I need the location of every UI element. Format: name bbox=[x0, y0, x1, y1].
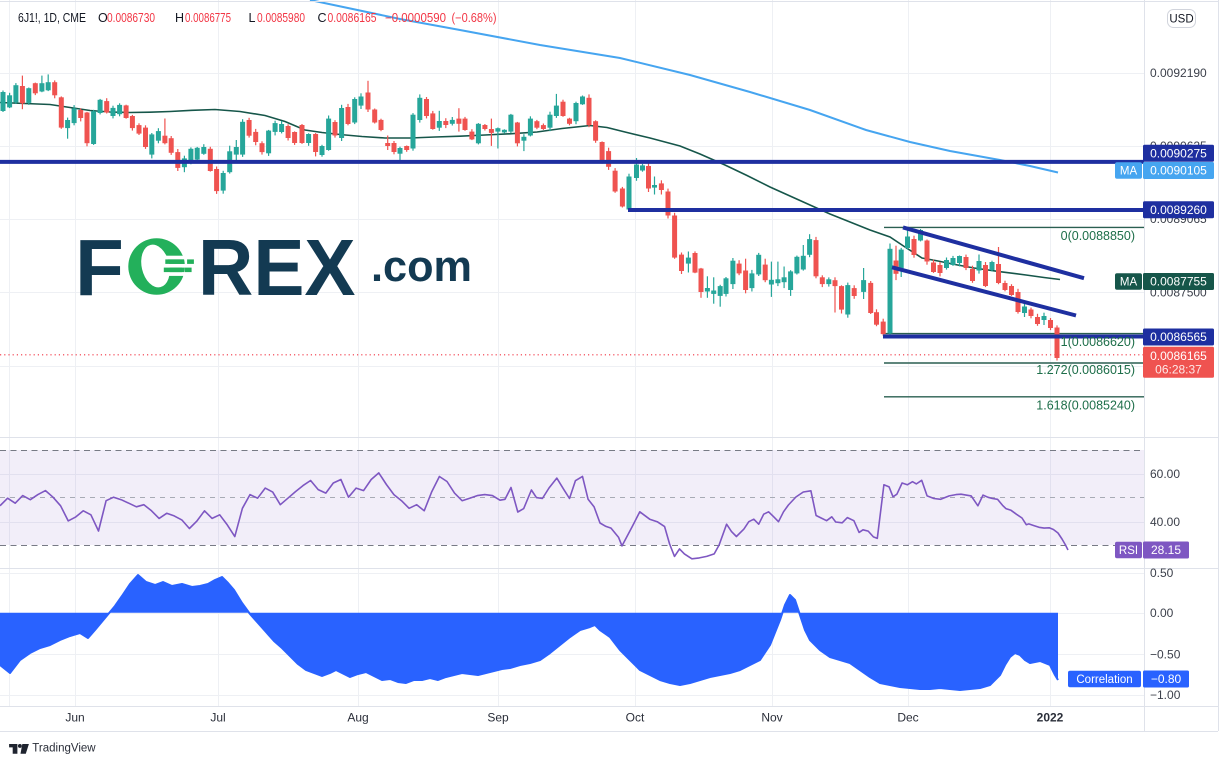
svg-text:0.50: 0.50 bbox=[1150, 566, 1174, 580]
svg-text:Nov: Nov bbox=[761, 711, 782, 725]
svg-text:Aug: Aug bbox=[347, 711, 368, 725]
svg-text:0.00: 0.00 bbox=[1150, 606, 1174, 620]
svg-text:O: O bbox=[98, 11, 108, 25]
svg-text:Oct: Oct bbox=[626, 711, 645, 725]
svg-text:L: L bbox=[249, 11, 256, 25]
svg-text:06:28:37: 06:28:37 bbox=[1155, 363, 1202, 377]
svg-text:(−0.68%): (−0.68%) bbox=[452, 11, 497, 25]
svg-text:Jul: Jul bbox=[210, 711, 225, 725]
svg-text:−0.50: −0.50 bbox=[1150, 648, 1181, 662]
svg-text:RSI: RSI bbox=[1119, 545, 1138, 557]
svg-text:0.0085980: 0.0085980 bbox=[257, 11, 305, 25]
svg-text:Sep: Sep bbox=[487, 711, 509, 725]
svg-text:0.0086730: 0.0086730 bbox=[107, 11, 155, 25]
svg-text:.com: .com bbox=[371, 243, 472, 291]
svg-text:TradingView: TradingView bbox=[32, 742, 96, 754]
svg-text:REX: REX bbox=[198, 223, 356, 312]
svg-text:0.0086565: 0.0086565 bbox=[1150, 330, 1207, 344]
svg-text:F: F bbox=[75, 223, 124, 312]
svg-text:Correlation: Correlation bbox=[1076, 674, 1132, 686]
svg-text:40.00: 40.00 bbox=[1150, 515, 1180, 529]
svg-text:1.272(0.0086015): 1.272(0.0086015) bbox=[1036, 363, 1135, 377]
svg-text:0.0086775: 0.0086775 bbox=[185, 11, 231, 25]
svg-text:−0.0000590: −0.0000590 bbox=[385, 11, 446, 25]
svg-text:0.0090105: 0.0090105 bbox=[1150, 164, 1207, 178]
svg-text:0.0089260: 0.0089260 bbox=[1150, 203, 1207, 217]
svg-text:MA: MA bbox=[1120, 166, 1138, 178]
svg-text:6J1!, 1D, CME: 6J1!, 1D, CME bbox=[18, 10, 86, 25]
svg-text:USD: USD bbox=[1169, 14, 1193, 26]
svg-text:1(0.0086620): 1(0.0086620) bbox=[1061, 335, 1135, 349]
svg-text:0.0086165: 0.0086165 bbox=[1150, 349, 1207, 363]
svg-text:0.0087755: 0.0087755 bbox=[1150, 275, 1207, 289]
svg-text:Dec: Dec bbox=[897, 711, 918, 725]
svg-text:0.0086165: 0.0086165 bbox=[328, 11, 377, 25]
svg-text:0.0092190: 0.0092190 bbox=[1150, 66, 1207, 80]
svg-text:0.0090275: 0.0090275 bbox=[1150, 146, 1207, 160]
svg-text:0(0.0088850): 0(0.0088850) bbox=[1061, 229, 1135, 243]
svg-text:−0.80: −0.80 bbox=[1151, 672, 1182, 686]
svg-text:Jun: Jun bbox=[65, 711, 84, 725]
svg-text:28.15: 28.15 bbox=[1151, 543, 1181, 557]
svg-text:MA: MA bbox=[1120, 277, 1138, 289]
svg-text:2022: 2022 bbox=[1037, 711, 1064, 725]
svg-text:1.618(0.0085240): 1.618(0.0085240) bbox=[1036, 399, 1135, 413]
svg-text:60.00: 60.00 bbox=[1150, 467, 1180, 481]
svg-text:−1.00: −1.00 bbox=[1150, 688, 1181, 702]
svg-text:H: H bbox=[175, 11, 184, 25]
svg-text:C: C bbox=[318, 11, 327, 25]
